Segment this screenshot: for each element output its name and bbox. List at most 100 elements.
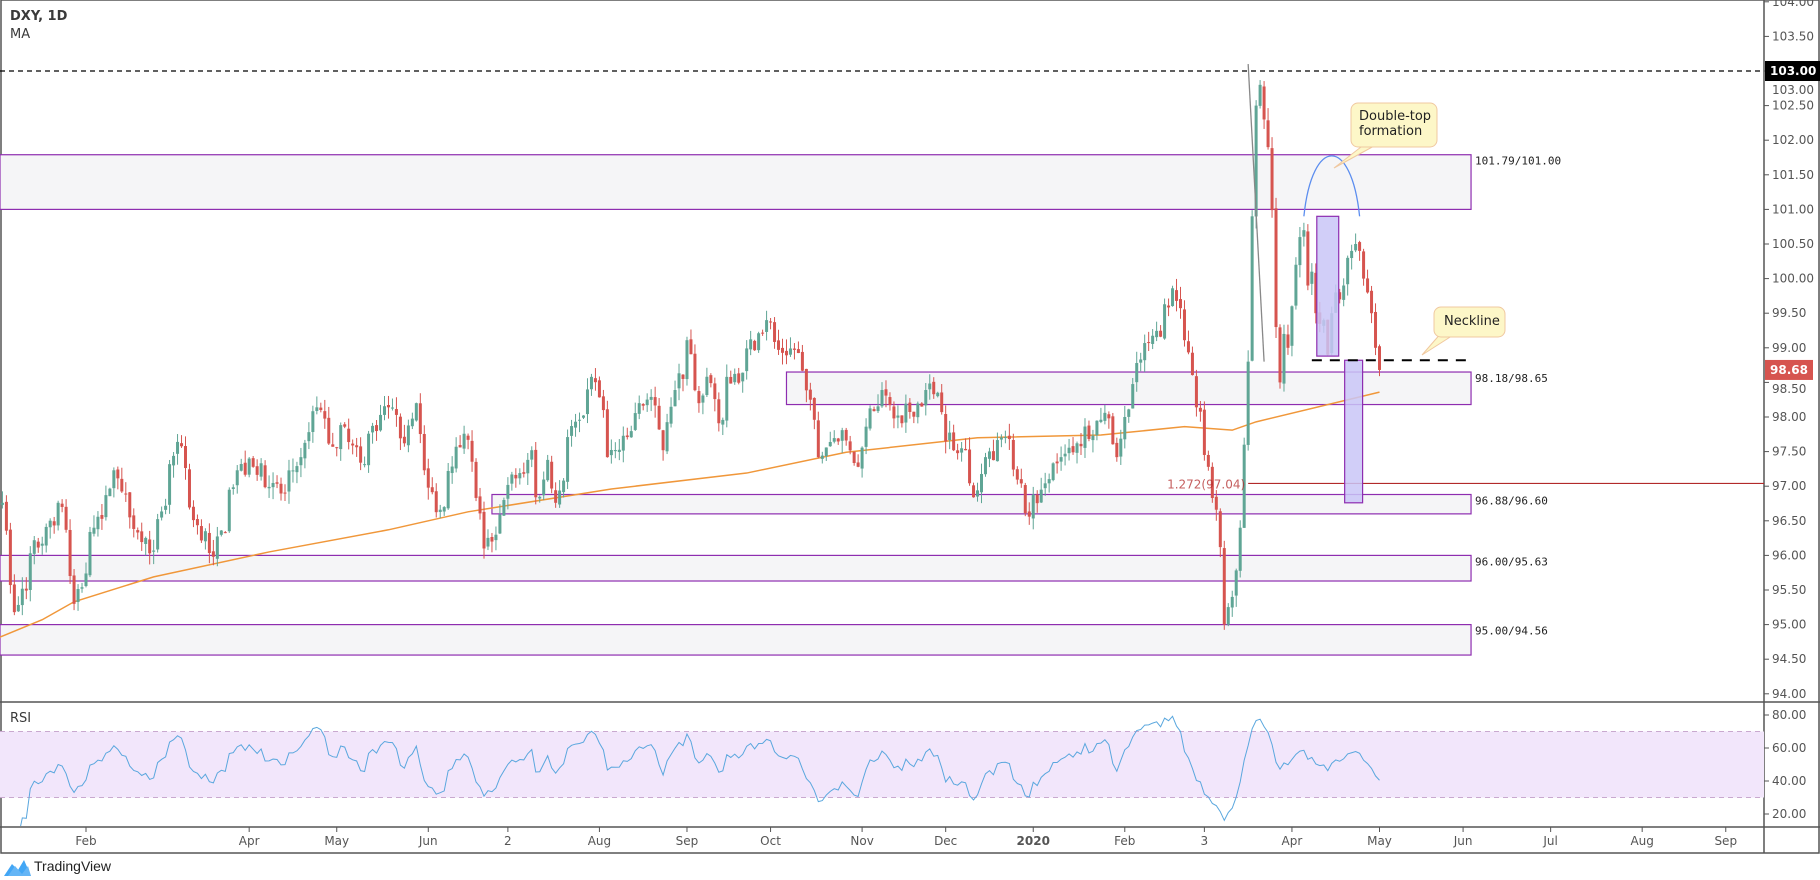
candle-body <box>1206 454 1210 467</box>
candle <box>609 439 613 464</box>
candle <box>494 526 498 551</box>
measure-rect[interactable] <box>1344 359 1364 504</box>
candle-body <box>283 492 287 494</box>
neckline-callout-box[interactable] <box>1433 306 1506 338</box>
tradingview-logo-icon[interactable] <box>4 860 31 876</box>
candle-body <box>52 521 56 526</box>
candle-body <box>215 536 219 559</box>
candle-body <box>1055 461 1059 464</box>
zone-rect[interactable] <box>0 623 1472 656</box>
tradingview-brand[interactable]: TradingView <box>34 858 112 874</box>
time-axis[interactable]: 3FebAprMayJun2AugSepOctNovDec2020Feb3Apr… <box>0 827 1737 848</box>
candle-body <box>367 433 371 466</box>
candle <box>132 508 136 538</box>
candle-body <box>804 368 808 391</box>
candle-body <box>1226 607 1230 625</box>
candle-body <box>24 588 28 591</box>
candle-body <box>721 419 725 425</box>
candle-body <box>414 403 418 421</box>
double-top-arc[interactable] <box>1303 155 1361 217</box>
candle <box>152 539 156 565</box>
candle <box>84 562 88 588</box>
price-tick-label: 101.00 <box>1772 202 1814 216</box>
candle-body <box>1103 412 1107 421</box>
candle-body <box>1266 120 1270 148</box>
candle-body <box>259 463 263 477</box>
double-top-callout-box[interactable] <box>1350 102 1438 148</box>
candle <box>1063 444 1067 466</box>
last-price-box <box>1765 359 1813 380</box>
candle-body <box>936 392 940 397</box>
time-tick-label: 2020 <box>1017 834 1050 848</box>
candle <box>136 527 140 540</box>
level-103-label: 103.00 <box>1770 64 1816 78</box>
candle-body <box>180 443 184 447</box>
candle-body <box>1087 425 1091 439</box>
candle <box>1059 446 1063 471</box>
candle-body <box>717 399 721 424</box>
candle-body <box>379 414 383 431</box>
candle-body <box>287 470 291 492</box>
candle <box>8 522 12 594</box>
candle <box>1362 248 1366 286</box>
measure-rect[interactable] <box>1316 215 1340 357</box>
candle-body <box>1135 363 1139 383</box>
candle-body <box>1107 414 1111 419</box>
candle-body <box>589 376 593 390</box>
zone-rect[interactable] <box>0 554 1472 582</box>
candle-body <box>12 584 16 613</box>
candle-body <box>526 459 530 474</box>
candle <box>1190 346 1194 376</box>
trendline[interactable] <box>1247 64 1265 362</box>
candle <box>446 463 450 510</box>
price-axis[interactable]: 94.00 94.50 95.00 95.50 96.00 96.50 97.00 97.50… <box>1764 0 1814 701</box>
candle <box>231 484 235 495</box>
candle <box>275 475 279 489</box>
time-tick-label: Aug <box>1630 834 1653 848</box>
candle <box>928 374 932 400</box>
candle-body <box>872 409 876 412</box>
candle-body <box>1003 437 1007 439</box>
candle-body <box>239 464 243 471</box>
candle-body <box>124 493 128 495</box>
candle-body <box>251 458 255 467</box>
candle-body <box>1143 343 1147 361</box>
candle <box>808 382 812 411</box>
candle-body <box>187 469 191 508</box>
candle-body <box>422 433 426 471</box>
candle-body <box>168 464 172 505</box>
candle-body <box>637 403 641 414</box>
candle <box>1350 244 1354 270</box>
candle-body <box>335 447 339 449</box>
candle-body <box>4 501 8 531</box>
price-tick-label: 104.00 <box>1772 0 1814 9</box>
candle <box>191 500 195 528</box>
candle <box>323 399 327 429</box>
candle-body <box>80 587 84 589</box>
price-pane[interactable]: 101.79/101.00 98.18/98.65 96.88/96.60 96.00… <box>0 64 1764 656</box>
symbol-title[interactable]: DXY, 1D <box>10 9 68 24</box>
candle-body <box>1362 251 1366 279</box>
candle-body <box>1123 417 1127 440</box>
candle <box>709 373 713 388</box>
rsi-axis[interactable]: 80.00 60.00 40.00 20.00 <box>1764 708 1806 821</box>
candle-body <box>184 446 187 469</box>
candle <box>207 523 211 564</box>
zone-label: 98.18/98.65 <box>1475 372 1548 385</box>
candle <box>761 329 765 336</box>
candle <box>1171 285 1175 307</box>
candle-body <box>1059 457 1063 462</box>
rsi-pane[interactable] <box>0 715 1764 847</box>
indicator-label-ma[interactable]: MA <box>10 27 31 42</box>
indicator-label-rsi[interactable]: RSI <box>10 711 32 726</box>
zone-rect[interactable] <box>0 154 1472 210</box>
candle-body <box>466 435 470 440</box>
candle-body <box>375 425 379 432</box>
candle <box>641 403 645 411</box>
candle <box>339 422 343 461</box>
candle <box>745 340 749 380</box>
candle-body <box>578 419 582 421</box>
candle <box>1206 450 1210 471</box>
candle-body <box>1274 208 1278 328</box>
